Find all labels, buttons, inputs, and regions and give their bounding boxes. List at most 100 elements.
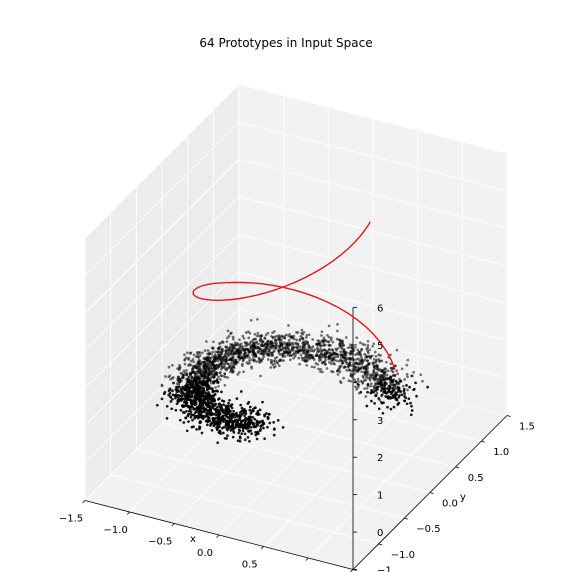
scatter-point bbox=[403, 392, 406, 395]
scatter-point bbox=[379, 389, 383, 392]
scatter-point bbox=[314, 353, 318, 357]
scatter-point bbox=[259, 350, 263, 354]
scatter-point bbox=[335, 369, 339, 373]
scatter-point bbox=[200, 374, 203, 378]
y-tick-mark bbox=[506, 415, 511, 417]
scatter-point bbox=[234, 423, 238, 427]
scatter-point bbox=[181, 385, 184, 389]
scatter-point bbox=[191, 405, 194, 409]
scatter-point bbox=[187, 386, 191, 390]
scatter-point bbox=[198, 351, 202, 354]
x-tick-mark bbox=[260, 546, 264, 550]
scatter-point bbox=[216, 441, 220, 445]
scatter-point bbox=[348, 361, 352, 364]
scatter-point bbox=[392, 405, 396, 409]
scatter-point bbox=[302, 331, 306, 334]
scatter-point bbox=[388, 387, 392, 390]
scatter-point bbox=[233, 346, 236, 349]
scatter-point bbox=[248, 408, 252, 412]
scatter-point bbox=[396, 386, 400, 389]
scatter-point bbox=[196, 371, 200, 374]
grid-line-left-z bbox=[84, 196, 240, 352]
scatter-point bbox=[266, 340, 270, 344]
scatter-point bbox=[171, 389, 174, 393]
scatter-point bbox=[210, 352, 213, 356]
grid-line-floor-y bbox=[161, 423, 431, 493]
scatter-point bbox=[382, 390, 386, 394]
scatter-point bbox=[212, 373, 216, 377]
scatter-point bbox=[226, 336, 229, 340]
scatter-point bbox=[222, 420, 225, 424]
scatter-point bbox=[364, 378, 368, 382]
scatter-point bbox=[374, 354, 378, 358]
scatter-point bbox=[189, 399, 193, 403]
scatter-point bbox=[377, 369, 381, 372]
scatter-point bbox=[246, 402, 250, 405]
scatter-point bbox=[227, 334, 231, 338]
scatter-point bbox=[325, 367, 329, 370]
scatter-point bbox=[412, 370, 415, 374]
scatter-point bbox=[327, 340, 331, 344]
scatter-point bbox=[322, 344, 325, 348]
scatter-point bbox=[372, 342, 376, 346]
scatter-point bbox=[238, 435, 242, 439]
scatter-point bbox=[220, 390, 223, 394]
scatter-point bbox=[229, 404, 233, 408]
scatter-point bbox=[327, 324, 331, 328]
scatter-point bbox=[195, 428, 198, 431]
scatter-point bbox=[407, 397, 411, 401]
scatter-point bbox=[269, 366, 273, 369]
scatter-point bbox=[355, 387, 358, 391]
scatter-point bbox=[277, 364, 281, 368]
scatter-point bbox=[311, 338, 315, 341]
scatter-point bbox=[365, 367, 368, 371]
scatter-point bbox=[208, 419, 212, 422]
scatter-point bbox=[270, 341, 273, 344]
scatter-point bbox=[220, 349, 224, 353]
scatter-point bbox=[364, 395, 368, 398]
scatter-point bbox=[349, 349, 353, 353]
scatter-point bbox=[239, 403, 243, 407]
scatter-point bbox=[283, 336, 287, 340]
scatter-point bbox=[347, 379, 351, 383]
y-tick-mark bbox=[481, 440, 485, 443]
scatter-point bbox=[392, 388, 396, 392]
scatter-point bbox=[230, 415, 234, 419]
scatter-point bbox=[319, 344, 322, 348]
scatter-point bbox=[228, 353, 231, 356]
scatter-point bbox=[243, 354, 247, 358]
scatter-point bbox=[216, 380, 220, 384]
scatter-point bbox=[249, 418, 253, 422]
scatter-point bbox=[275, 360, 279, 364]
scatter-point bbox=[257, 357, 261, 361]
scatter-point bbox=[336, 323, 339, 326]
scatter-point bbox=[271, 344, 275, 348]
scatter-point bbox=[226, 362, 230, 366]
scatter-point bbox=[207, 387, 211, 391]
scatter-point bbox=[241, 356, 245, 360]
scatter-point bbox=[386, 405, 389, 409]
scatter-point bbox=[185, 386, 189, 390]
scatter-point bbox=[193, 374, 197, 377]
scatter-point bbox=[344, 354, 348, 357]
scatter-point bbox=[221, 415, 224, 418]
scatter-point bbox=[353, 365, 356, 369]
scatter-point bbox=[221, 417, 225, 421]
scatter-point bbox=[292, 337, 296, 341]
y-tick-mark bbox=[404, 517, 408, 520]
scatter-point bbox=[210, 421, 214, 425]
scatter-point bbox=[399, 390, 402, 393]
grid-line-floor-y bbox=[110, 474, 379, 545]
scatter-point bbox=[281, 343, 285, 346]
scatter-point bbox=[207, 396, 210, 399]
scatter-point bbox=[267, 352, 270, 356]
scatter-point bbox=[209, 424, 212, 427]
scatter-point bbox=[335, 359, 338, 363]
scatter-point bbox=[327, 348, 331, 351]
scatter-point bbox=[342, 376, 345, 380]
scatter-point bbox=[394, 364, 397, 368]
scatter-point bbox=[396, 403, 400, 406]
scatter-point bbox=[394, 379, 398, 383]
scatter-point bbox=[304, 336, 308, 339]
scatter-point bbox=[332, 351, 336, 355]
